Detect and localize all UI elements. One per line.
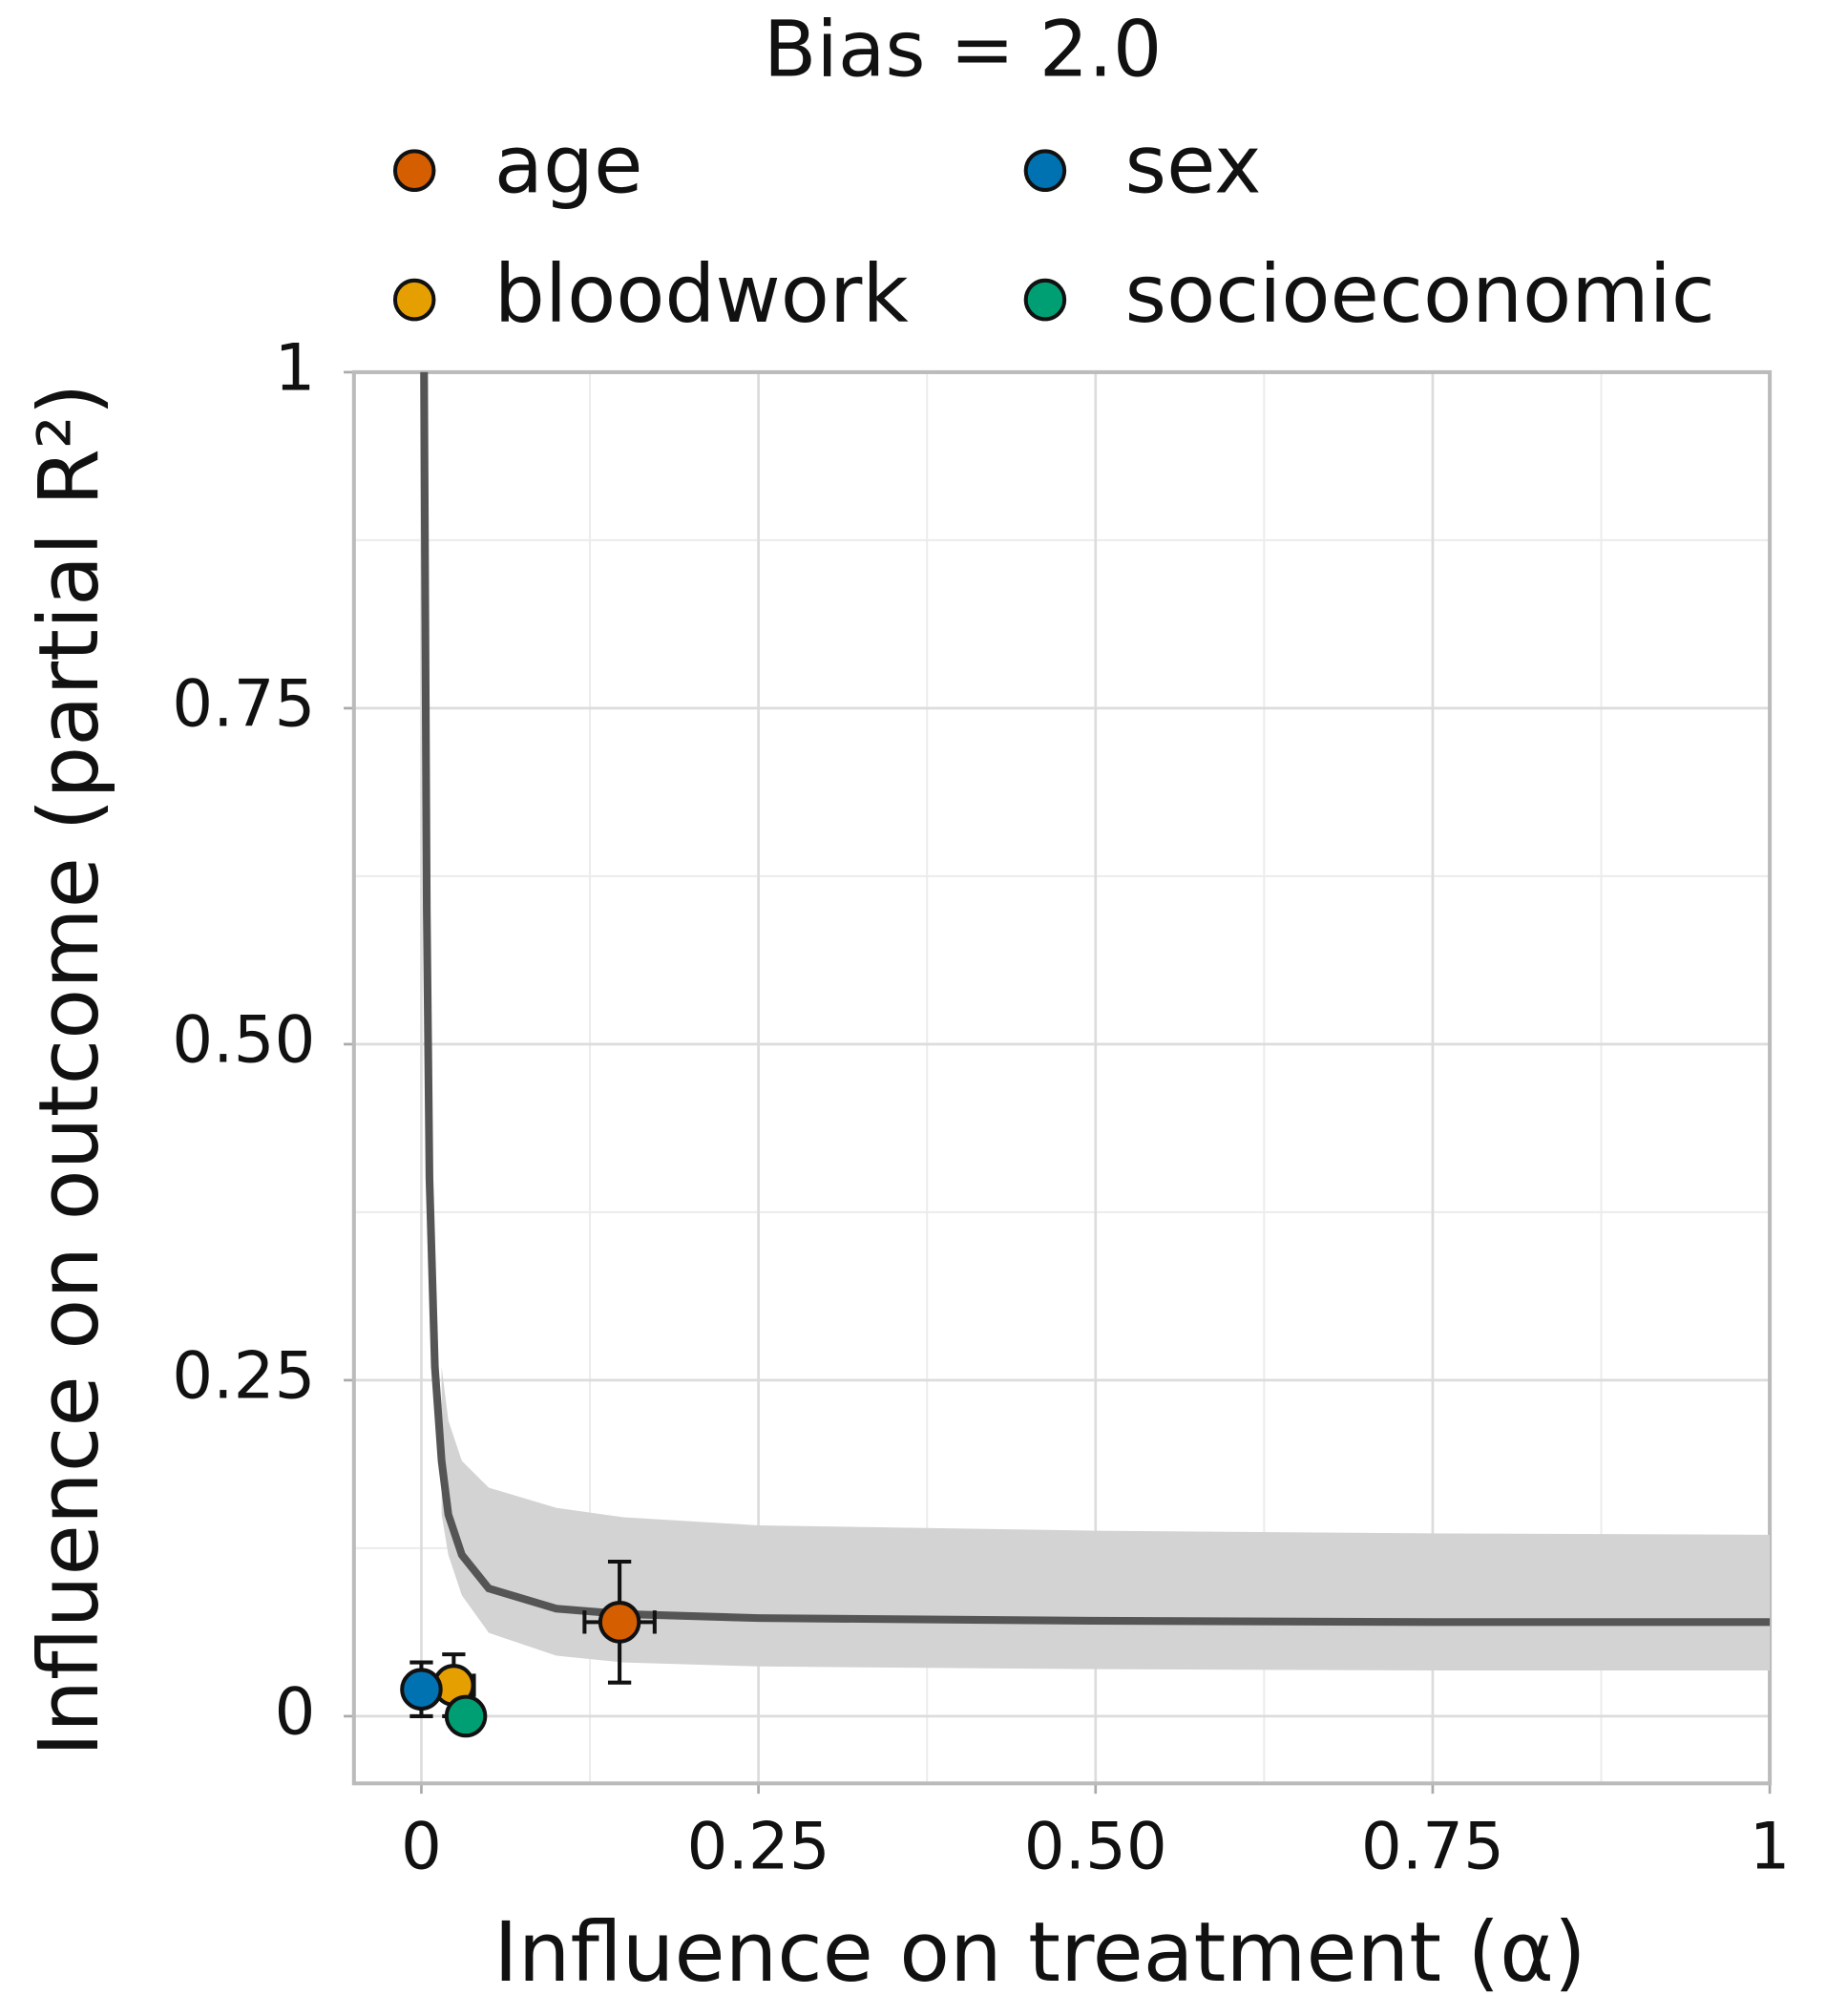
plot-frame (351, 369, 1773, 1786)
chart-title: Bias = 2.0 (764, 5, 1163, 94)
point (598, 1601, 641, 1644)
y-tick-label: 0.50 (172, 1001, 315, 1077)
legend-marker (1023, 149, 1067, 193)
point (400, 1668, 443, 1712)
legend-label: bloodwork (494, 247, 909, 341)
legend-label: age (494, 118, 643, 212)
y-tick-label: 0.75 (172, 665, 315, 741)
y-axis-label: Influence on outcome (partial R²) (22, 384, 117, 1757)
x-tick-label: 0.25 (687, 1808, 830, 1883)
legend-label: sex (1125, 118, 1262, 212)
x-axis-label: Influence on treatment (α) (493, 1905, 1585, 2001)
confidence-band (441, 1366, 1771, 1671)
x-tick-label: 0.50 (1024, 1808, 1167, 1883)
y-tick-label: 1 (274, 329, 315, 405)
y-tick-label: 0 (274, 1673, 315, 1749)
y-tick-label: 0.25 (172, 1337, 315, 1413)
legend-marker (392, 149, 436, 193)
point (444, 1694, 488, 1738)
x-tick-label: 0 (401, 1808, 442, 1883)
curve-line (420, 371, 1771, 1627)
x-tick-label: 0.75 (1361, 1808, 1504, 1883)
x-tick-label: 1 (1750, 1808, 1791, 1883)
legend-label: socioeconomic (1125, 247, 1715, 341)
legend-marker (1023, 278, 1067, 322)
legend-marker (392, 278, 436, 322)
